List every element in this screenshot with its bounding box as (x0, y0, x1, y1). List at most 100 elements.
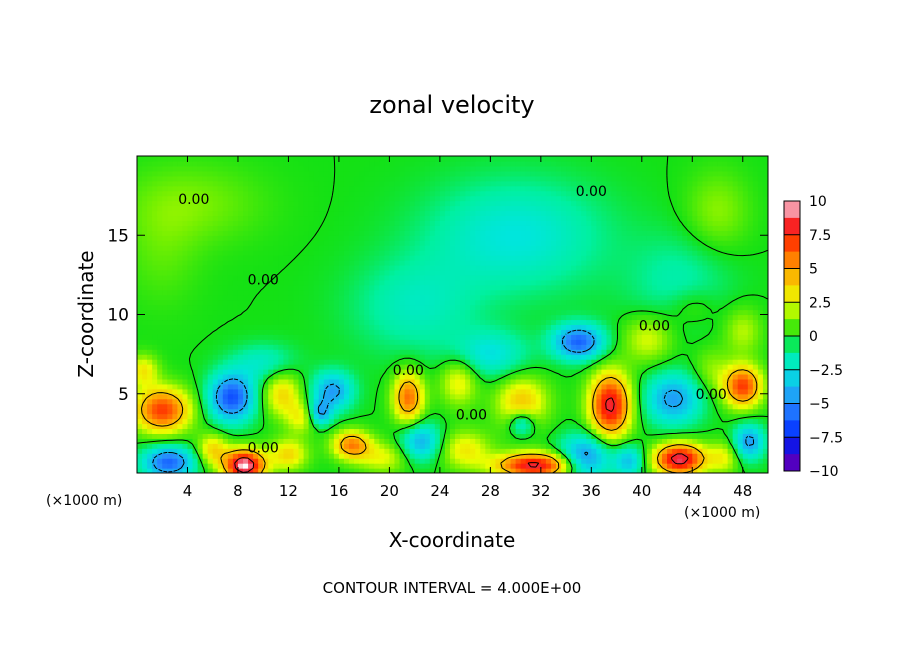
heatmap-cell (167, 433, 173, 439)
heatmap-cell (349, 324, 355, 330)
heatmap-cell (571, 413, 577, 420)
heatmap-cell (606, 329, 613, 335)
heatmap-cell (500, 274, 507, 281)
heatmap-cell (505, 393, 512, 400)
heatmap-cell (586, 423, 592, 430)
heatmap-cell (485, 428, 491, 434)
heatmap-cell (485, 378, 491, 385)
heatmap-cell (404, 418, 411, 425)
heatmap-cell (248, 418, 254, 425)
heatmap-cell (500, 309, 507, 316)
heatmap-cell (747, 393, 754, 400)
heatmap-cell (439, 299, 446, 306)
heatmap-cell (207, 468, 214, 473)
heatmap-cell (545, 349, 552, 355)
heatmap-cell (520, 373, 527, 380)
heatmap-cell (177, 309, 184, 316)
heatmap-cell (697, 339, 703, 345)
heatmap-cell (182, 368, 189, 375)
heatmap-cell (646, 344, 653, 350)
heatmap-cell (232, 279, 239, 286)
heatmap-cell (268, 304, 274, 311)
heatmap-cell (318, 364, 325, 370)
heatmap-cell (712, 279, 719, 286)
heatmap-cell (429, 398, 436, 405)
heatmap-cell (571, 329, 577, 335)
heatmap-cell (404, 423, 411, 430)
heatmap-cell (510, 438, 517, 444)
heatmap-cell (232, 453, 239, 459)
heatmap-cell (732, 448, 739, 454)
heatmap-cell (308, 289, 315, 296)
heatmap-cell (187, 398, 194, 405)
heatmap-cell (561, 349, 567, 355)
heatmap-cell (212, 354, 219, 360)
heatmap-cell (449, 418, 456, 425)
heatmap-cell (157, 329, 163, 335)
heatmap-cell (752, 453, 759, 459)
heatmap-cell (232, 403, 239, 410)
heatmap-cell (364, 324, 370, 330)
heatmap-cell (429, 359, 436, 365)
heatmap-cell (192, 433, 199, 439)
heatmap-cell (212, 289, 219, 296)
heatmap-cell (354, 289, 360, 296)
heatmap-cell (727, 309, 734, 316)
heatmap-cell (535, 314, 542, 321)
heatmap-cell (142, 423, 148, 430)
heatmap-cell (237, 463, 244, 469)
heatmap-cell (444, 309, 451, 316)
heatmap-cell (187, 314, 194, 321)
heatmap-cell (717, 453, 724, 459)
heatmap-cell (762, 378, 768, 385)
heatmap-cell (268, 364, 274, 370)
heatmap-cell (707, 334, 714, 340)
heatmap-cell (298, 334, 305, 340)
heatmap-cell (687, 274, 693, 281)
heatmap-cell (172, 373, 178, 380)
heatmap-cell (162, 319, 168, 325)
heatmap-cell (379, 319, 385, 325)
heatmap-cell (167, 458, 173, 464)
heatmap-cell (677, 279, 683, 286)
heatmap-cell (263, 393, 269, 400)
heatmap-cell (273, 388, 279, 395)
heatmap-cell (137, 423, 143, 430)
heatmap-cell (550, 393, 557, 400)
heatmap-cell (460, 314, 466, 321)
heatmap-cell (480, 373, 486, 380)
heatmap-cell (298, 403, 305, 410)
heatmap-cell (394, 458, 401, 464)
heatmap-cell (359, 383, 365, 390)
heatmap-cell (212, 423, 219, 430)
heatmap-cell (661, 383, 668, 390)
heatmap-cell (455, 304, 461, 311)
heatmap-cell (182, 443, 189, 449)
heatmap-cell (566, 294, 572, 301)
heatmap-cell (530, 279, 537, 286)
heatmap-cell (747, 349, 754, 355)
heatmap-cell (475, 304, 481, 311)
heatmap-cell (601, 468, 608, 473)
heatmap-cell (354, 349, 360, 355)
heatmap-cell (561, 284, 567, 291)
heatmap-cell (222, 398, 229, 405)
heatmap-cell (646, 408, 653, 415)
heatmap-cell (520, 354, 527, 360)
heatmap-cell (318, 458, 325, 464)
heatmap-cell (162, 314, 168, 321)
heatmap-cell (641, 423, 648, 430)
heatmap-cell (707, 274, 714, 281)
heatmap-cell (404, 458, 411, 464)
heatmap-cell (616, 368, 623, 375)
heatmap-cell (747, 408, 754, 415)
heatmap-cell (530, 413, 537, 420)
heatmap-cell (722, 294, 729, 301)
heatmap-cell (142, 289, 148, 296)
heatmap-cell (293, 463, 300, 469)
heatmap-cell (374, 398, 380, 405)
heatmap-cell (505, 349, 512, 355)
heatmap-cell (646, 324, 653, 330)
heatmap-cell (490, 359, 497, 365)
heatmap-cell (202, 319, 209, 325)
